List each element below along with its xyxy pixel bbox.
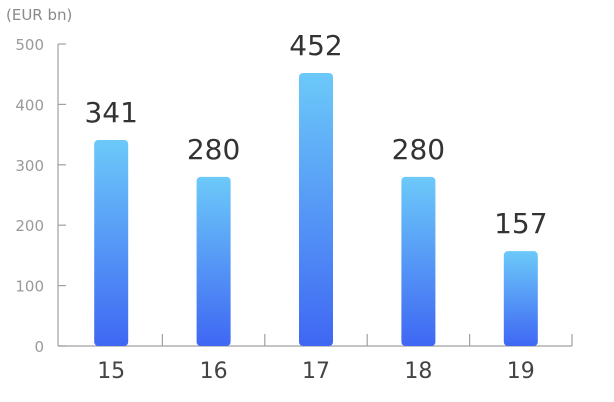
x-category-label: 19 (507, 359, 535, 384)
bars (94, 72, 538, 346)
x-category-label: 15 (97, 359, 125, 384)
data-label: 280 (392, 133, 445, 166)
y-tick-label: 0 (34, 338, 44, 356)
data-label: 157 (494, 207, 547, 240)
y-tick-label: 100 (15, 278, 44, 296)
y-tick-label: 500 (15, 36, 44, 54)
bar-18 (401, 176, 436, 346)
bar-17 (299, 72, 333, 346)
y-tick-label: 300 (15, 157, 44, 175)
x-category-label: 18 (404, 359, 432, 384)
data-label: 452 (289, 29, 342, 62)
bar-15 (94, 140, 129, 346)
y-tick-label: 400 (15, 96, 44, 114)
y-axis-unit-label: (EUR bn) (6, 6, 73, 24)
x-category-label: 16 (200, 359, 228, 384)
bar-16 (196, 176, 231, 346)
x-category-label: 17 (302, 359, 330, 384)
bar-19 (503, 251, 538, 346)
labels: 15 341 16 280 17 452 18 280 19 157 (84, 29, 547, 384)
data-label: 280 (187, 133, 240, 166)
data-label: 341 (84, 96, 137, 129)
y-tick-label: 200 (15, 217, 44, 235)
